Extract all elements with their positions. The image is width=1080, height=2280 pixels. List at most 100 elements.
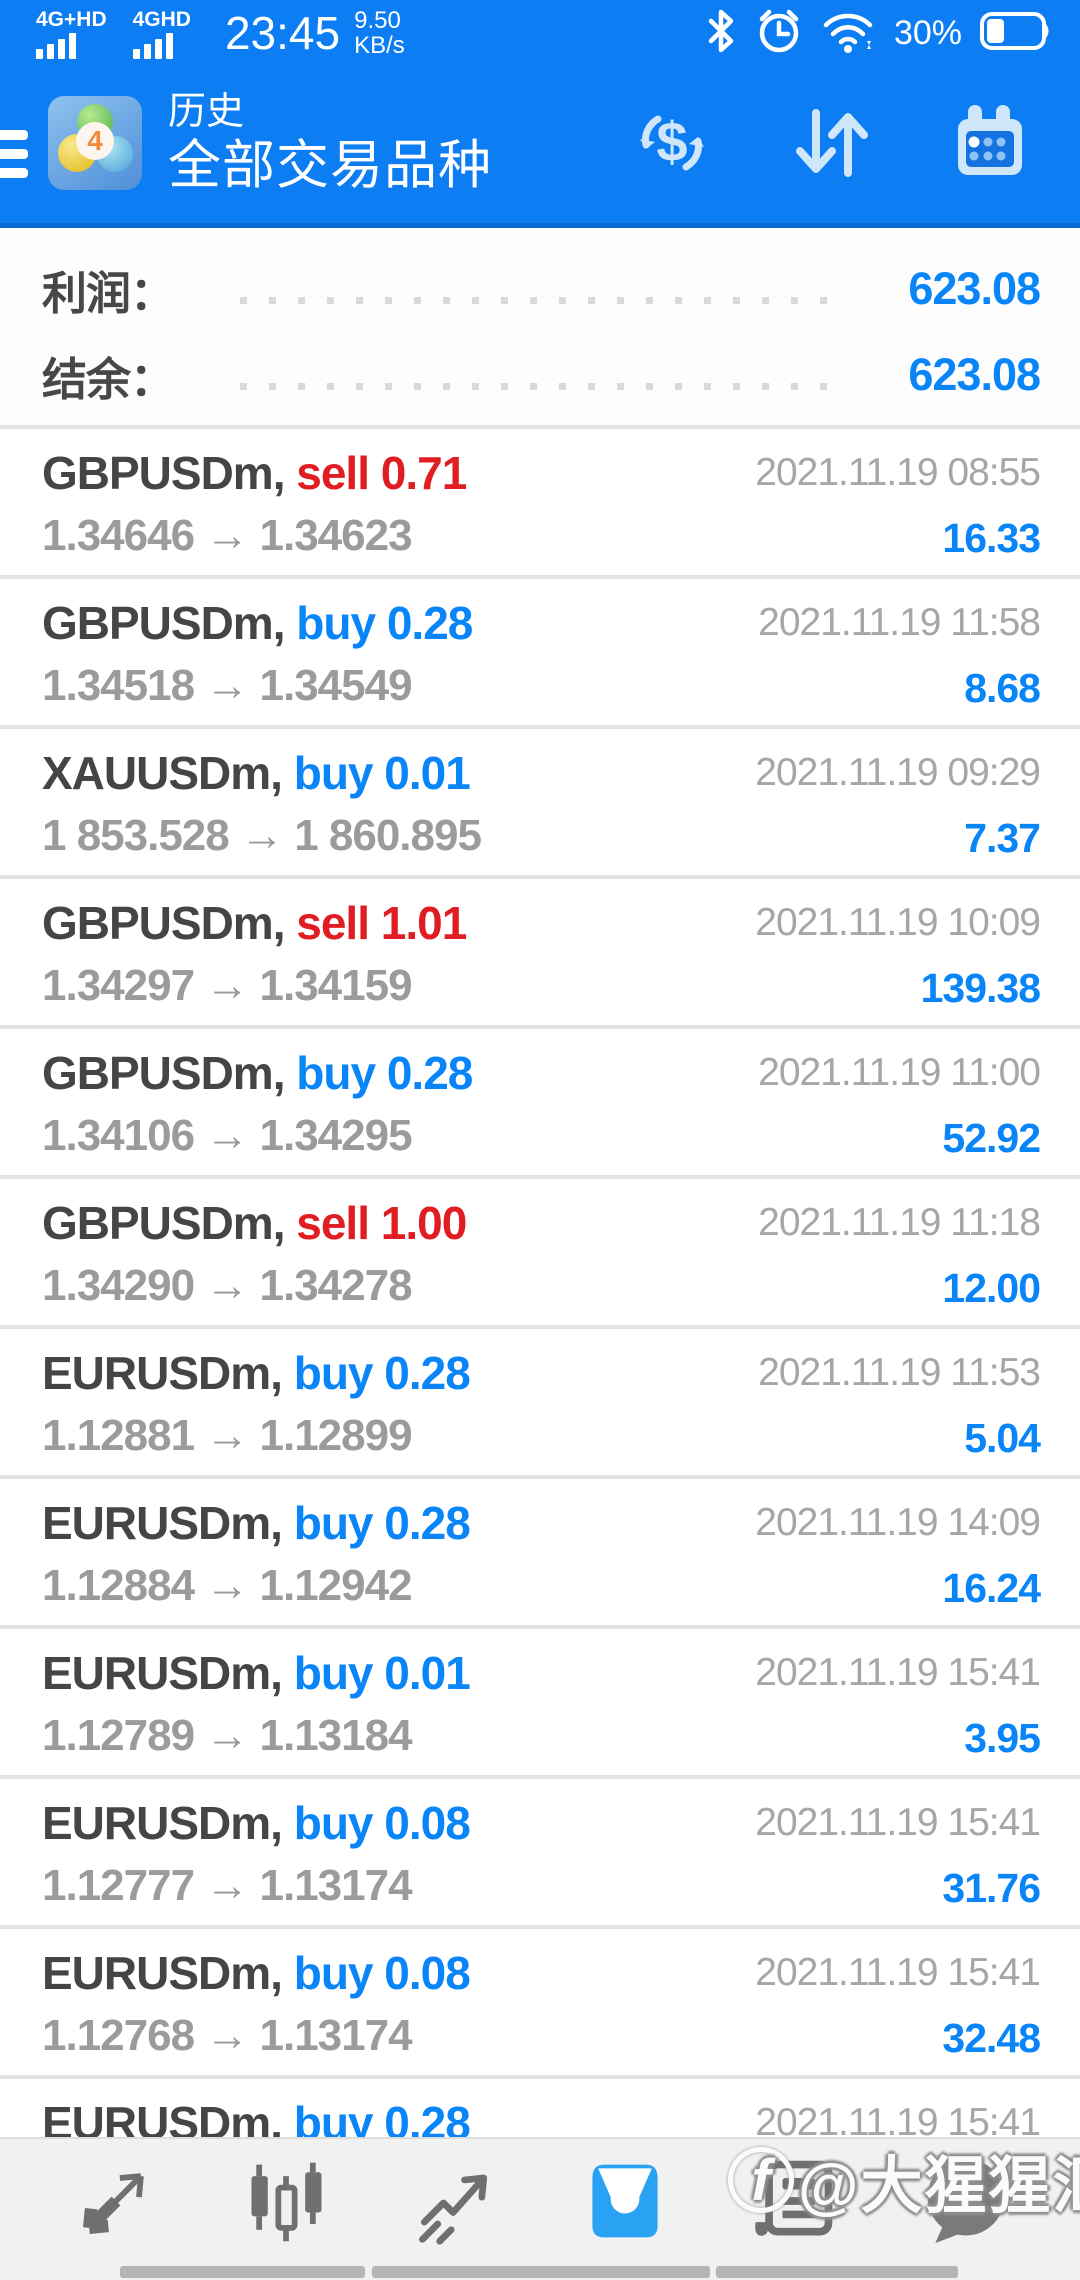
battery-percent: 30% bbox=[893, 13, 962, 52]
network-speed: 9.50 KB/s bbox=[354, 8, 405, 58]
menu-drawer-handle[interactable] bbox=[0, 130, 28, 178]
trade-datetime: 2021.11.19 15:41 bbox=[755, 1951, 1041, 1994]
trade-profit: 31.76 bbox=[942, 1865, 1041, 1911]
trade-datetime: 2021.11.19 14:09 bbox=[755, 1501, 1041, 1544]
trade-symbol-operation: EURUSDm, buy 0.01 bbox=[42, 1647, 471, 1699]
trade-profit: 3.95 bbox=[964, 1715, 1041, 1761]
trade-row[interactable]: EURUSDm, buy 0.08 1.12768 → 1.13174 2021… bbox=[0, 1929, 1080, 2079]
trade-datetime: 2021.11.19 09:29 bbox=[755, 751, 1041, 794]
trade-datetime: 2021.11.19 15:41 bbox=[755, 2101, 1041, 2137]
trade-row[interactable]: EURUSDm, buy 0.28 1.12884 → 1.12942 2021… bbox=[0, 1479, 1080, 1629]
chat-bubble-icon bbox=[927, 2158, 1005, 2243]
calendar-button[interactable] bbox=[940, 95, 1036, 191]
trade-row[interactable]: GBPUSDm, sell 0.71 1.34646 → 1.34623 202… bbox=[0, 429, 1080, 579]
trade-prices: 1.12768 → 1.13174 bbox=[42, 2011, 413, 2060]
trade-row[interactable]: GBPUSDm, buy 0.28 1.34106 → 1.34295 2021… bbox=[0, 1029, 1080, 1179]
sort-down-up-button[interactable] bbox=[782, 95, 878, 191]
trade-row[interactable]: GBPUSDm, sell 1.00 1.34290 → 1.34278 202… bbox=[0, 1179, 1080, 1329]
trade-row[interactable]: EURUSDm, buy 0.08 1.12777 → 1.13174 2021… bbox=[0, 1779, 1080, 1929]
trade-datetime: 2021.11.19 15:41 bbox=[755, 1651, 1041, 1694]
nav-charts-tab[interactable] bbox=[236, 2151, 336, 2251]
trade-profit: 16.33 bbox=[942, 515, 1041, 561]
trade-profit: 7.37 bbox=[964, 815, 1041, 861]
trade-symbol-operation: GBPUSDm, sell 1.00 bbox=[42, 1197, 467, 1249]
watermark: f @大猩猩汇阿汇 bbox=[728, 2135, 1080, 2225]
trade-row[interactable]: GBPUSDm, sell 1.01 1.34297 → 1.34159 202… bbox=[0, 879, 1080, 1029]
nav-history-tab[interactable] bbox=[575, 2151, 675, 2251]
profit-label: 利润： bbox=[42, 267, 175, 319]
trade-datetime: 2021.11.19 10:09 bbox=[755, 901, 1041, 944]
trade-profit: 12.00 bbox=[942, 1265, 1041, 1311]
trade-symbol-operation: EURUSDm, buy 0.08 bbox=[42, 1797, 471, 1849]
signal-bars-icon bbox=[36, 32, 80, 59]
trade-prices: 1.34646 → 1.34623 bbox=[42, 511, 413, 560]
currency-exchange-button[interactable]: $ bbox=[624, 95, 720, 191]
speed-unit: KB/s bbox=[354, 32, 405, 59]
balance-value: 623.08 bbox=[908, 349, 1041, 400]
balance-line: 结余： 623.08 bbox=[42, 344, 1041, 406]
network-signal-1: 4G+HD bbox=[36, 7, 107, 59]
mt4-logo-4-badge: 4 bbox=[76, 121, 114, 160]
network-type-label: 4G+HD bbox=[36, 7, 107, 31]
trade-arrows-icon bbox=[82, 2172, 144, 2234]
nav-trade-tab[interactable] bbox=[405, 2151, 505, 2251]
trade-symbol-operation: XAUUSDm, buy 0.01 bbox=[42, 747, 471, 799]
mt4-app-icon[interactable]: 4 bbox=[48, 95, 142, 190]
trade-profit: 8.68 bbox=[964, 665, 1041, 711]
trade-symbol-operation: GBPUSDm, buy 0.28 bbox=[42, 597, 473, 649]
trade-datetime: 2021.11.19 11:00 bbox=[758, 1051, 1041, 1094]
trade-datetime: 2021.11.19 11:53 bbox=[758, 1351, 1041, 1394]
symbol-filter-title[interactable]: 全部交易品种 bbox=[168, 135, 492, 195]
trade-row[interactable]: EURUSDm, buy 0.28 1.12734 → 1.13173 2021… bbox=[0, 2079, 1080, 2137]
gesture-bars bbox=[0, 2264, 1080, 2280]
network-signal-2: 4GHD bbox=[132, 7, 191, 59]
dotted-leader bbox=[240, 382, 845, 390]
trade-datetime: 2021.11.19 08:55 bbox=[755, 451, 1041, 494]
wifi-icon bbox=[820, 7, 876, 60]
page-title: 历史 bbox=[168, 90, 245, 133]
profit-line: 利润： 623.08 bbox=[42, 258, 1041, 320]
trade-profit: 5.04 bbox=[964, 1415, 1041, 1461]
trade-symbol-operation: GBPUSDm, sell 0.71 bbox=[42, 447, 467, 499]
trade-prices: 1.12777 → 1.13174 bbox=[42, 1861, 413, 1910]
trade-profit: 52.92 bbox=[942, 1115, 1041, 1161]
network-type-label: 4GHD bbox=[132, 7, 191, 31]
speed-value: 9.50 bbox=[354, 7, 401, 34]
trade-prices: 1.12884 → 1.12942 bbox=[42, 1561, 413, 1610]
trade-symbol-operation: GBPUSDm, sell 1.01 bbox=[42, 897, 467, 949]
gesture-bar bbox=[120, 2266, 365, 2278]
trade-symbol-operation: EURUSDm, buy 0.08 bbox=[42, 1947, 471, 1999]
gesture-bar bbox=[716, 2266, 958, 2278]
trade-row[interactable]: EURUSDm, buy 0.28 1.12881 → 1.12899 2021… bbox=[0, 1329, 1080, 1479]
trade-row[interactable]: EURUSDm, buy 0.01 1.12789 → 1.13184 2021… bbox=[0, 1629, 1080, 1779]
trade-datetime: 2021.11.19 11:18 bbox=[758, 1201, 1041, 1244]
dotted-leader bbox=[240, 296, 845, 304]
bluetooth-icon bbox=[704, 7, 738, 60]
trade-profit: 32.48 bbox=[942, 2015, 1041, 2061]
watermark-text: @大猩猩汇阿汇 bbox=[798, 2152, 1080, 2221]
trade-row[interactable]: XAUUSDm, buy 0.01 1 853.528 → 1 860.895 … bbox=[0, 729, 1080, 879]
candlestick-chart-icon bbox=[251, 2162, 322, 2241]
trade-row[interactable]: GBPUSDm, buy 0.28 1.34518 → 1.34549 2021… bbox=[0, 579, 1080, 729]
nav-messages-tab[interactable] bbox=[914, 2151, 1014, 2251]
status-time: 23:45 bbox=[224, 7, 341, 59]
account-summary: 利润： 623.08 结余： 623.08 bbox=[0, 233, 1080, 425]
trade-symbol-operation: EURUSDm, buy 0.28 bbox=[42, 1497, 471, 1549]
gesture-bar bbox=[372, 2266, 710, 2278]
watermark-logo-icon: f bbox=[728, 2147, 794, 2213]
bottom-navigation bbox=[0, 2137, 1080, 2280]
balance-label: 结余： bbox=[42, 353, 175, 405]
trade-symbol-operation: GBPUSDm, buy 0.28 bbox=[42, 1047, 473, 1099]
trade-prices: 1.34297 → 1.34159 bbox=[42, 961, 413, 1010]
trade-prices: 1.12789 → 1.13184 bbox=[42, 1711, 413, 1760]
trade-datetime: 2021.11.19 11:58 bbox=[758, 601, 1041, 644]
inbox-icon bbox=[592, 2164, 658, 2237]
nav-quotes-tab[interactable] bbox=[66, 2151, 166, 2251]
trade-prices: 1.12881 → 1.12899 bbox=[42, 1411, 413, 1460]
status-bar: 4G+HD 4GHD 23:45 9.50 KB/s bbox=[0, 0, 1080, 62]
trade-prices: 1.34106 → 1.34295 bbox=[42, 1111, 413, 1160]
battery-icon bbox=[980, 11, 1052, 56]
trade-symbol-operation: EURUSDm, buy 0.28 bbox=[42, 2097, 471, 2137]
trade-datetime: 2021.11.19 15:41 bbox=[755, 1801, 1041, 1844]
